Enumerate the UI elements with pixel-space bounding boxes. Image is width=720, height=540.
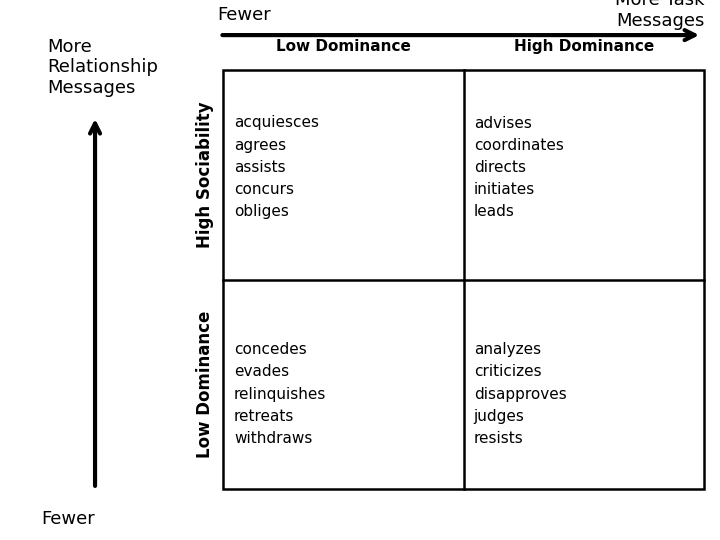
Text: More Task
Messages: More Task Messages <box>615 0 704 30</box>
Text: Low Dominance: Low Dominance <box>276 39 411 54</box>
Text: analyzes
criticizes
disapproves
judges
resists: analyzes criticizes disapproves judges r… <box>474 342 567 446</box>
Text: Fewer: Fewer <box>42 510 95 528</box>
Text: High Sociability: High Sociability <box>196 102 215 248</box>
Text: acquiesces
agrees
assists
concurs
obliges: acquiesces agrees assists concurs oblige… <box>234 116 319 219</box>
Text: advises
coordinates
directs
initiates
leads: advises coordinates directs initiates le… <box>474 116 564 219</box>
Text: Fewer: Fewer <box>217 6 271 24</box>
Text: High Dominance: High Dominance <box>514 39 654 54</box>
Text: More
Relationship
Messages: More Relationship Messages <box>47 38 158 97</box>
Text: concedes
evades
relinquishes
retreats
withdraws: concedes evades relinquishes retreats wi… <box>234 342 326 446</box>
Text: Low Dominance: Low Dominance <box>196 310 215 458</box>
